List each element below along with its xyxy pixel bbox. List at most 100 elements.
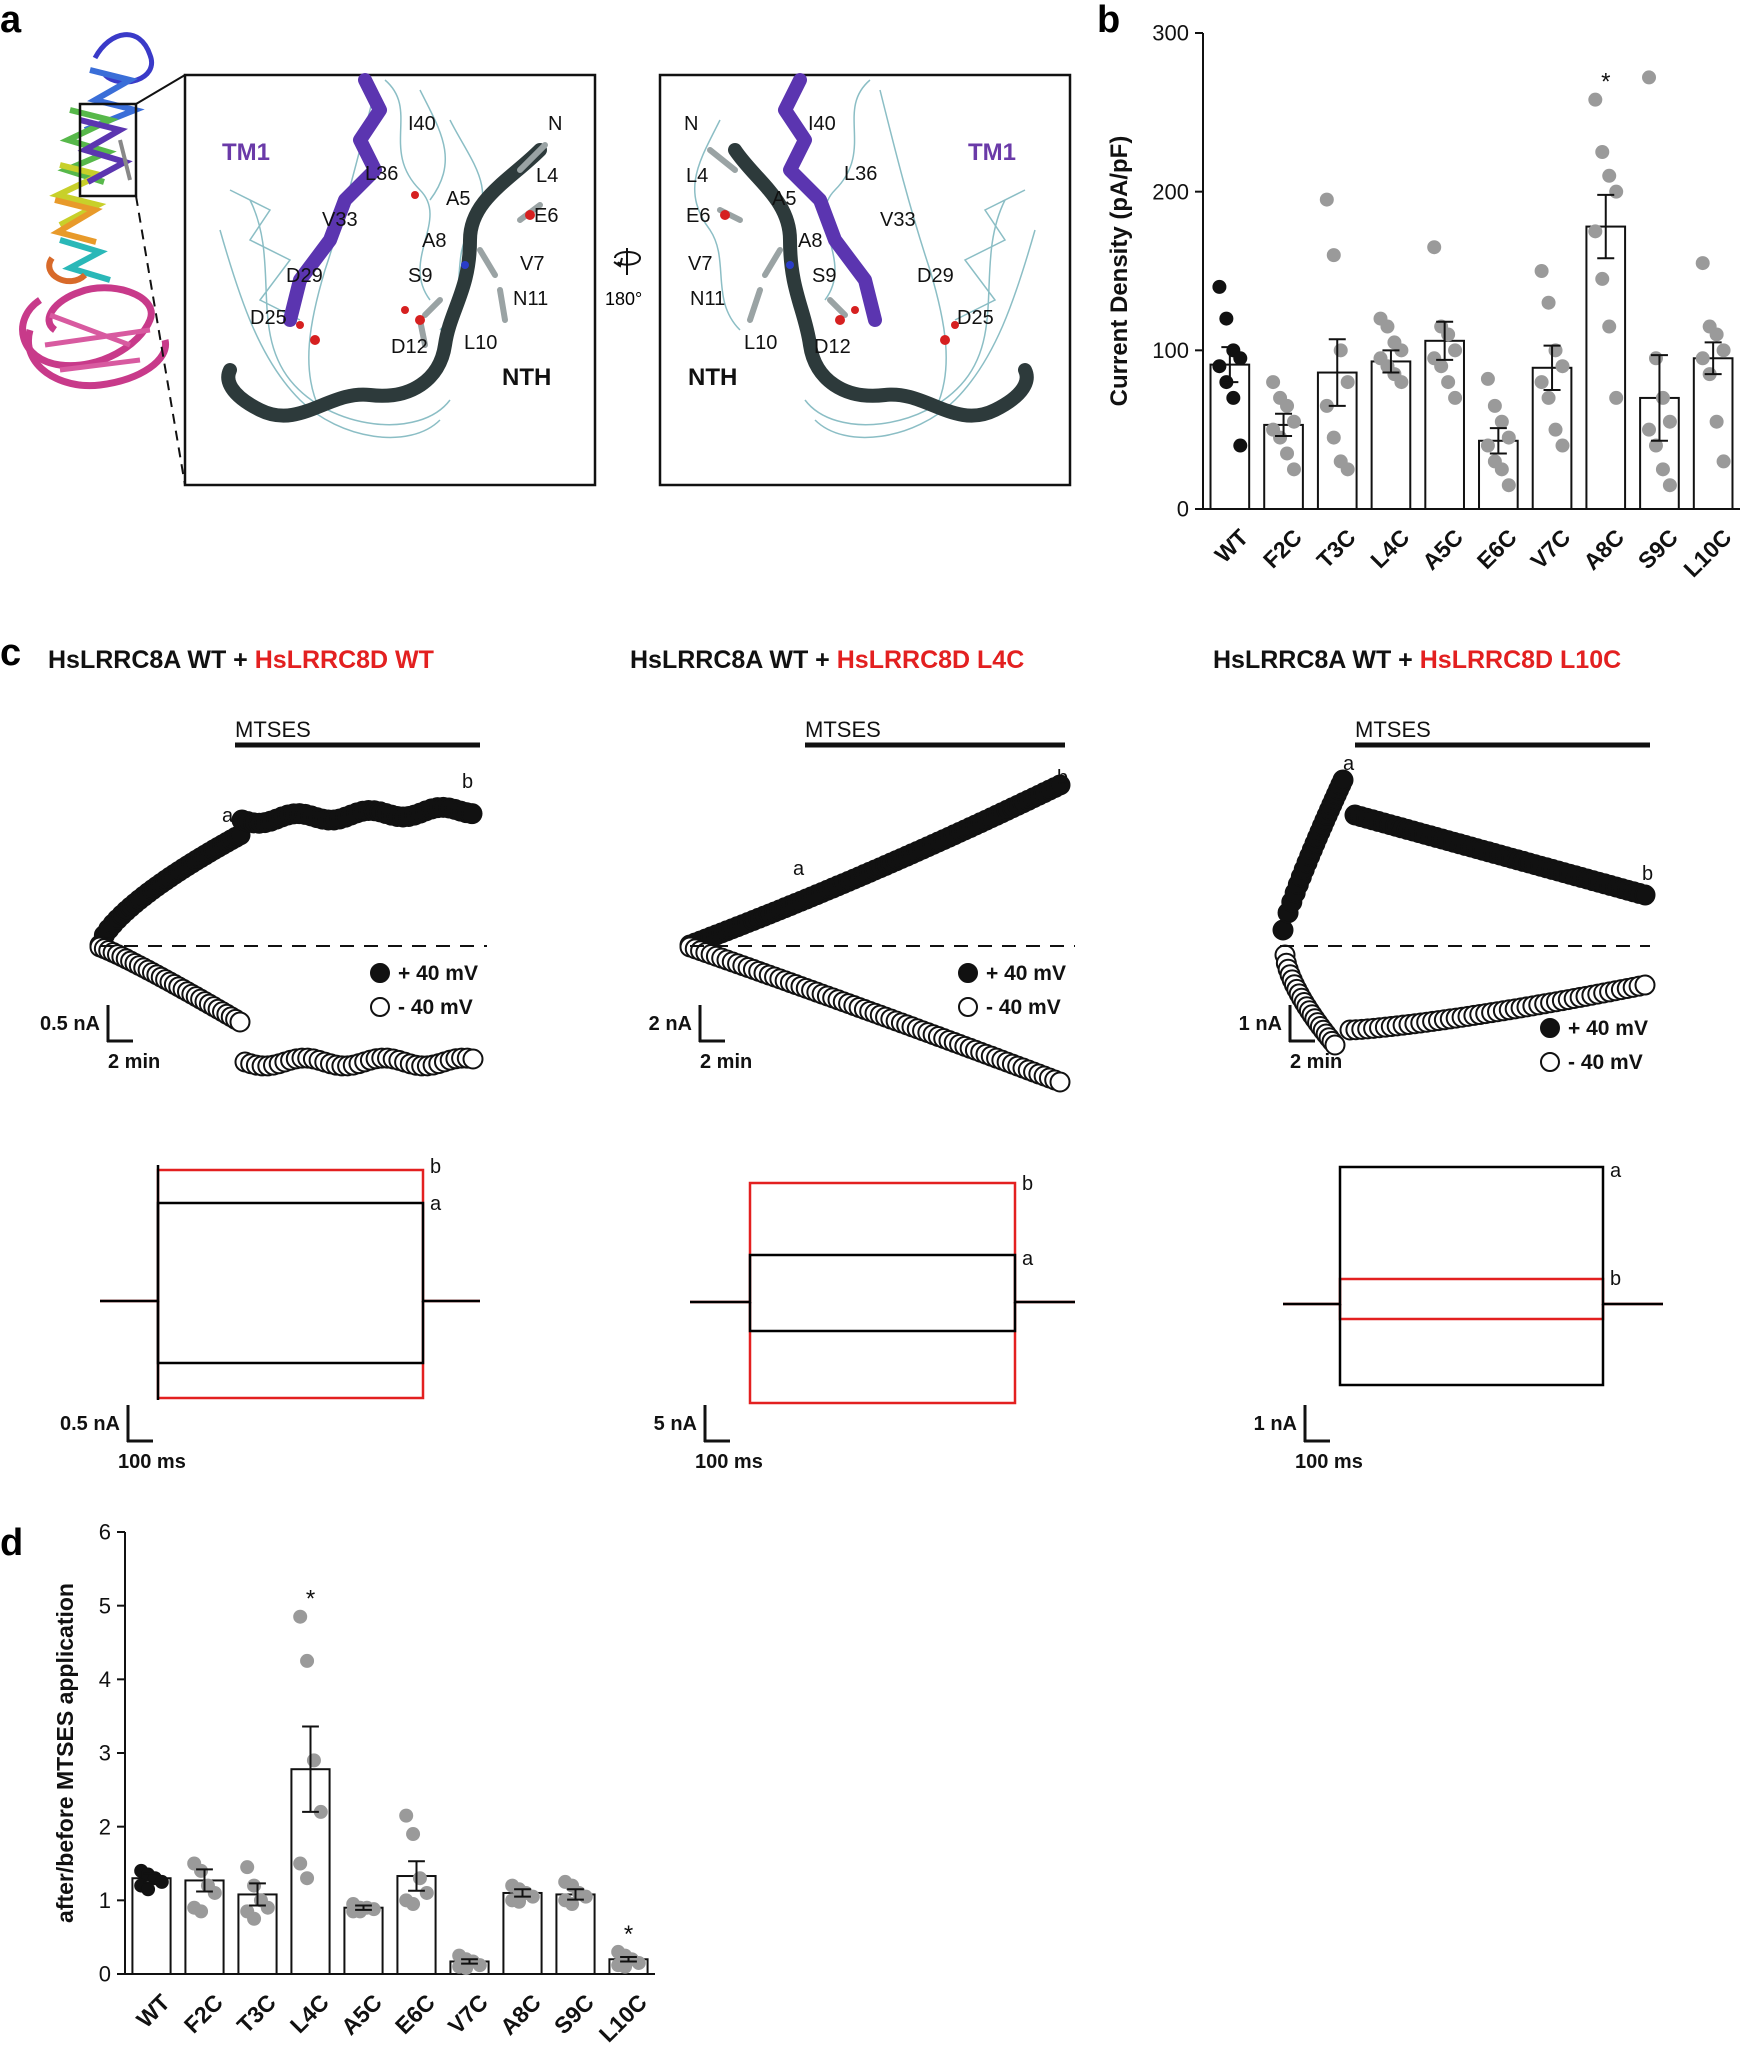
title-part-red: HsLRRC8D WT — [255, 646, 434, 674]
data-point — [1266, 375, 1281, 390]
scale-time-label: 100 ms — [695, 1451, 763, 1473]
legend-neg-label: - 40 mV — [1568, 1051, 1643, 1074]
drug-label: MTSES — [235, 717, 311, 742]
data-point — [154, 1874, 169, 1889]
data-point — [1212, 279, 1227, 294]
data-point — [1555, 359, 1570, 374]
residue-label: A5 — [772, 188, 796, 210]
category-label: A8C — [495, 1989, 546, 2040]
category-label: L4C — [1365, 524, 1414, 573]
residue-label: N — [684, 113, 698, 135]
trace-before — [690, 1253, 1075, 1304]
data-point — [1588, 224, 1603, 239]
residue-label: E6 — [534, 205, 558, 227]
data-point — [293, 1856, 308, 1871]
data-point — [1648, 351, 1663, 366]
data-point — [406, 1827, 421, 1842]
data-point — [1280, 398, 1295, 413]
data-point — [1448, 390, 1463, 405]
legend-filled-marker — [1540, 1018, 1560, 1038]
legend-pos-label: + 40 mV — [398, 962, 478, 985]
rotation-label: 180° — [605, 289, 642, 309]
legend-open-marker — [958, 997, 978, 1017]
residue-label: N — [548, 113, 562, 135]
y-tick-label: 3 — [99, 1741, 111, 1766]
data-point — [1602, 319, 1617, 334]
residue-label: V7 — [688, 253, 712, 275]
data-point — [1609, 390, 1624, 405]
data-point — [240, 1860, 255, 1875]
scale-time-label: 100 ms — [118, 1451, 186, 1473]
residue-label: NTH — [688, 364, 737, 391]
data-point — [578, 1889, 593, 1904]
neg-current-point — [462, 1048, 484, 1070]
data-point — [1534, 375, 1549, 390]
data-point — [1541, 390, 1556, 405]
residue-label: S9 — [408, 265, 432, 287]
data-point — [1319, 398, 1334, 413]
inset-left-labels: TM1 I40 L36 V33 D29 D25 N L4 A5 E6 A8 V7 S9 N11 L10 D12… — [222, 113, 562, 391]
title-part-red: HsLRRC8D L4C — [837, 646, 1025, 674]
bar — [131, 1877, 172, 1975]
residue-label: A8 — [422, 230, 446, 252]
data-point — [1448, 343, 1463, 358]
scale-current-label: 1 nA — [1254, 1413, 1297, 1435]
residue-label: L4 — [536, 165, 558, 187]
residue-label: L4 — [686, 165, 708, 187]
data-point — [1286, 414, 1301, 429]
data-point — [1602, 168, 1617, 183]
residue-label: V7 — [520, 253, 544, 275]
data-point — [1534, 264, 1549, 278]
data-point — [247, 1911, 262, 1926]
trace-mark-a: a — [430, 1193, 442, 1215]
data-point — [1226, 390, 1241, 405]
data-point — [1333, 343, 1348, 358]
category-label: E6C — [1472, 524, 1522, 574]
trace-mark-a: a — [1610, 1160, 1622, 1182]
data-point — [1480, 371, 1495, 386]
trace-before — [748, 1302, 1017, 1333]
trace-mark-b: b — [1022, 1173, 1033, 1195]
data-point — [1648, 438, 1663, 453]
data-point — [1541, 295, 1556, 310]
category-label: A5C — [1417, 524, 1468, 575]
category-label: F2C — [179, 1989, 228, 2038]
data-point — [1501, 478, 1516, 493]
scale-current-label: 5 nA — [654, 1413, 697, 1435]
trace-mark-a: a — [1022, 1248, 1034, 1270]
category-label: L4C — [285, 1989, 334, 2038]
data-point — [1434, 359, 1449, 374]
y-axis-label: after/before MTSES application — [52, 1583, 78, 1923]
data-point — [1494, 414, 1509, 429]
trace-before — [156, 1301, 425, 1365]
data-point — [1340, 462, 1355, 477]
data-point — [618, 1959, 633, 1974]
category-label: S9C — [1633, 524, 1683, 574]
significance-mark: * — [306, 1586, 315, 1613]
y-tick-label: 4 — [99, 1667, 111, 1692]
category-label: V7C — [443, 1989, 493, 2039]
category-label: T3C — [232, 1989, 281, 2038]
pos-current-point — [1634, 884, 1656, 906]
panel-c-letter: c — [0, 632, 21, 674]
y-tick-label: 6 — [99, 1520, 111, 1545]
category-label: T3C — [1312, 524, 1361, 573]
column-title: HsLRRC8A WT + HsLRRC8D L4C — [630, 646, 1024, 674]
trace-after — [748, 1302, 1017, 1405]
legend-filled-marker — [958, 963, 978, 983]
residue-label: E6 — [686, 205, 710, 227]
pos-current-point — [461, 803, 483, 825]
data-point — [412, 1871, 427, 1886]
data-point — [1273, 430, 1288, 445]
drug-label: MTSES — [805, 717, 881, 742]
residue-label: I40 — [408, 113, 436, 135]
category-label: WT — [131, 1989, 175, 2033]
data-point — [1709, 414, 1724, 429]
residue-label: V33 — [880, 209, 916, 231]
scale-time-label: 2 min — [700, 1051, 752, 1073]
trace-after — [156, 1301, 425, 1400]
data-point — [1709, 327, 1724, 342]
data-point — [1588, 92, 1603, 107]
